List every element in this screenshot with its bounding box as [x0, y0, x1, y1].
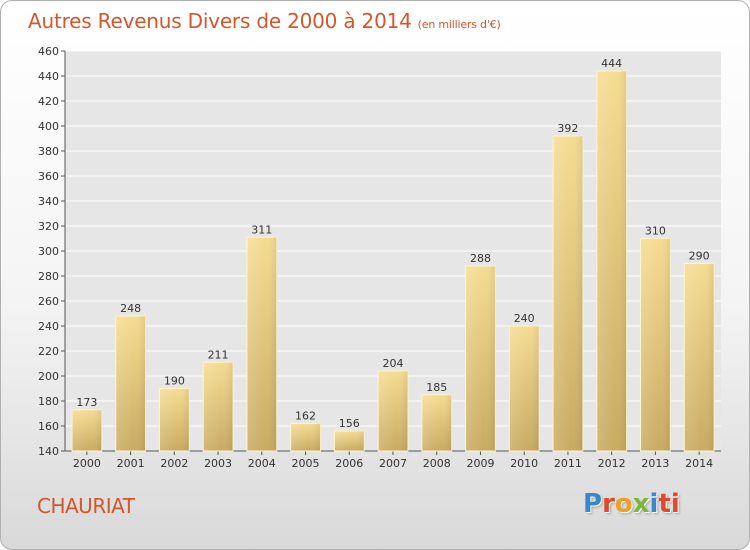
bar-shade	[290, 423, 321, 451]
y-tick-label: 360	[38, 170, 59, 183]
logo-letter-3: o	[614, 489, 633, 519]
x-tick-label: 2003	[204, 457, 232, 470]
data-label: 185	[426, 381, 447, 394]
data-label: 204	[383, 357, 404, 370]
logo-letter-1: P	[583, 489, 603, 519]
data-labels: 173 248 190 211 311 162 156 204 185 288 240 392 444 3…	[76, 57, 709, 430]
data-label: 290	[689, 250, 710, 263]
data-label: 240	[514, 312, 535, 325]
y-tick-label: 400	[38, 120, 59, 133]
data-label: 310	[645, 225, 666, 238]
logo-letter-2: r	[602, 489, 615, 519]
y-tick-label: 140	[38, 445, 59, 458]
bar-shade	[640, 238, 671, 451]
x-tick-label: 2006	[335, 457, 363, 470]
x-tick-label: 2011	[554, 457, 582, 470]
chart-title-text: Autres Revenus Divers de 2000 à 2014	[28, 9, 412, 33]
x-tick-label: 2007	[379, 457, 407, 470]
data-label: 444	[601, 57, 622, 70]
bar-shade	[159, 388, 190, 451]
x-tick-labels: 2000 2001 2002 2003 2004 2005 2006 2007 2008 2009…	[73, 457, 713, 470]
chart-title: Autres Revenus Divers de 2000 à 2014 (en …	[28, 9, 501, 33]
data-label: 311	[251, 223, 272, 236]
data-label: 211	[208, 348, 229, 361]
logo-letter-4: x	[632, 489, 650, 519]
bar-shade	[334, 431, 365, 451]
data-label: 248	[120, 302, 141, 315]
y-tick-label: 180	[38, 395, 59, 408]
bars	[71, 70, 715, 452]
x-tick-label: 2005	[292, 457, 320, 470]
x-tick-label: 2001	[117, 457, 145, 470]
logo-letter-5: i	[649, 489, 659, 519]
data-label: 156	[339, 417, 360, 430]
x-tick-label: 2004	[248, 457, 276, 470]
y-tick-label: 200	[38, 370, 59, 383]
y-tick-labels: 140 160 180 200 220 240 260 280 300 320 340 360 380 4…	[38, 45, 59, 458]
x-tick-label: 2013	[641, 457, 669, 470]
bar-shade	[421, 394, 452, 451]
x-tick-label: 2002	[160, 457, 188, 470]
x-tick-label: 2012	[598, 457, 626, 470]
y-tick-label: 380	[38, 145, 59, 158]
data-label: 162	[295, 410, 316, 423]
x-tick-label: 2014	[685, 457, 713, 470]
data-label: 190	[164, 375, 185, 388]
y-tick-label: 240	[38, 320, 59, 333]
chart-subtitle: (en milliers d'€)	[417, 18, 501, 31]
y-tick-label: 340	[38, 195, 59, 208]
bar-shade	[115, 316, 146, 451]
y-tick-label: 420	[38, 95, 59, 108]
y-tick-label: 300	[38, 245, 59, 258]
y-tick-label: 280	[38, 270, 59, 283]
data-label: 288	[470, 252, 491, 265]
y-tick-label: 460	[38, 45, 59, 58]
bar-shade	[71, 409, 102, 451]
y-tick-label: 160	[38, 420, 59, 433]
x-tick-label: 2010	[510, 457, 538, 470]
data-label: 392	[557, 122, 578, 135]
proxiti-logo[interactable]: Proxiti	[583, 489, 680, 519]
x-tick-label: 2000	[73, 457, 101, 470]
logo-letter-6: ti	[658, 489, 680, 519]
bar-shade	[596, 71, 627, 451]
y-tick-label: 260	[38, 295, 59, 308]
bar-shade	[553, 136, 583, 451]
bar-shade	[378, 371, 408, 451]
bar-shade	[509, 326, 540, 451]
location-name: CHAURIAT	[37, 494, 135, 518]
y-tick-label: 440	[38, 70, 59, 83]
x-tick-label: 2009	[466, 457, 494, 470]
bar-shade	[465, 266, 496, 451]
y-tick-label: 220	[38, 345, 59, 358]
bar-shade	[684, 263, 715, 451]
x-tick-label: 2008	[423, 457, 451, 470]
bar-shade	[203, 362, 233, 451]
bar-shade	[246, 237, 277, 451]
y-tick-label: 320	[38, 220, 59, 233]
data-label: 173	[76, 396, 97, 409]
